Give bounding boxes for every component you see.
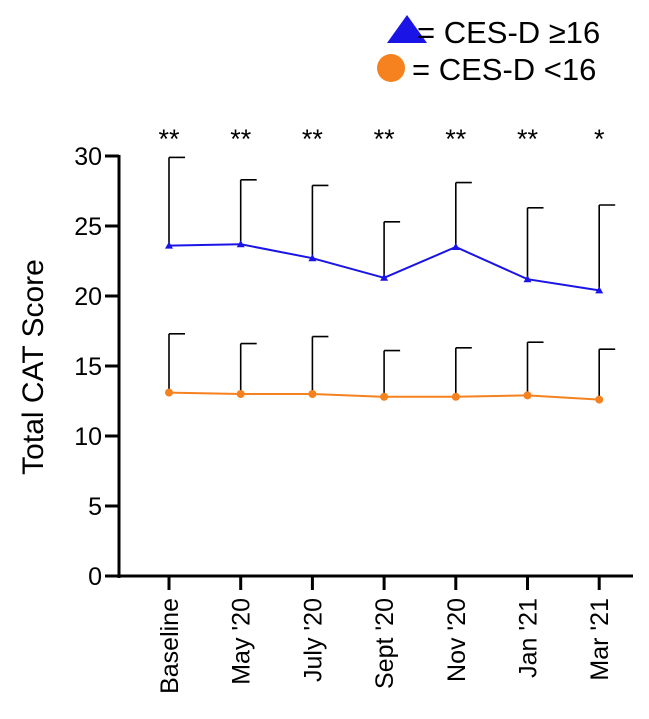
y-tick-label: 20 <box>74 283 102 311</box>
x-tick-label: Mar '21 <box>586 598 614 681</box>
y-tick-label: 25 <box>74 213 102 241</box>
point-low <box>165 388 173 397</box>
point-low <box>595 395 604 404</box>
point-high <box>451 243 460 250</box>
y-tick-label: 15 <box>74 353 102 381</box>
significance-markers: ** ** ** ** ** ** * <box>158 124 604 154</box>
point-high <box>595 286 604 294</box>
y-axis-title: Total CAT Score <box>17 259 50 475</box>
point-low <box>236 390 245 398</box>
point-low <box>380 392 389 401</box>
point-low <box>308 390 317 398</box>
significance-marker: ** <box>445 124 467 154</box>
series-layer <box>165 240 604 404</box>
x-tick-label: Baseline <box>156 598 184 694</box>
x-tick-label: Sept '20 <box>371 598 399 689</box>
significance-marker: ** <box>230 124 252 154</box>
legend-circle-marker <box>377 54 405 82</box>
x-tick-label: July '20 <box>299 598 327 682</box>
y-tick-label: 10 <box>74 423 102 451</box>
legend: = CES-D ≥16 = CES-D <16 <box>377 15 600 87</box>
x-tick-labels: Baseline May '20 July '20 Sept '20 Nov '20 Ja… <box>156 598 614 694</box>
y-tick-label: 5 <box>88 493 102 521</box>
point-low <box>523 391 532 400</box>
significance-marker: * <box>594 124 605 154</box>
significance-marker: ** <box>374 124 396 154</box>
axes: 0 5 10 15 20 25 30 <box>74 143 633 591</box>
y-tick-label: 0 <box>88 563 102 591</box>
point-high <box>236 240 245 248</box>
x-tick-label: Jan '21 <box>515 598 543 678</box>
error-bars <box>168 156 616 400</box>
legend-entry-high: = CES-D ≥16 <box>387 15 600 50</box>
point-high <box>308 254 317 262</box>
point-high <box>380 273 389 281</box>
significance-marker: ** <box>517 124 539 154</box>
x-tick-label: Nov '20 <box>443 598 471 682</box>
point-high <box>523 275 532 283</box>
significance-marker: ** <box>302 124 324 154</box>
y-tick-label: 30 <box>74 143 102 171</box>
x-tick-label: May '20 <box>228 598 256 685</box>
point-high <box>165 241 173 249</box>
legend-triangle-marker <box>387 15 427 43</box>
legend-label-high: = CES-D ≥16 <box>417 15 600 50</box>
significance-marker: ** <box>158 124 180 154</box>
legend-label-low: = CES-D <16 <box>412 52 596 87</box>
legend-entry-low: = CES-D <16 <box>377 52 596 87</box>
point-low <box>451 392 460 401</box>
